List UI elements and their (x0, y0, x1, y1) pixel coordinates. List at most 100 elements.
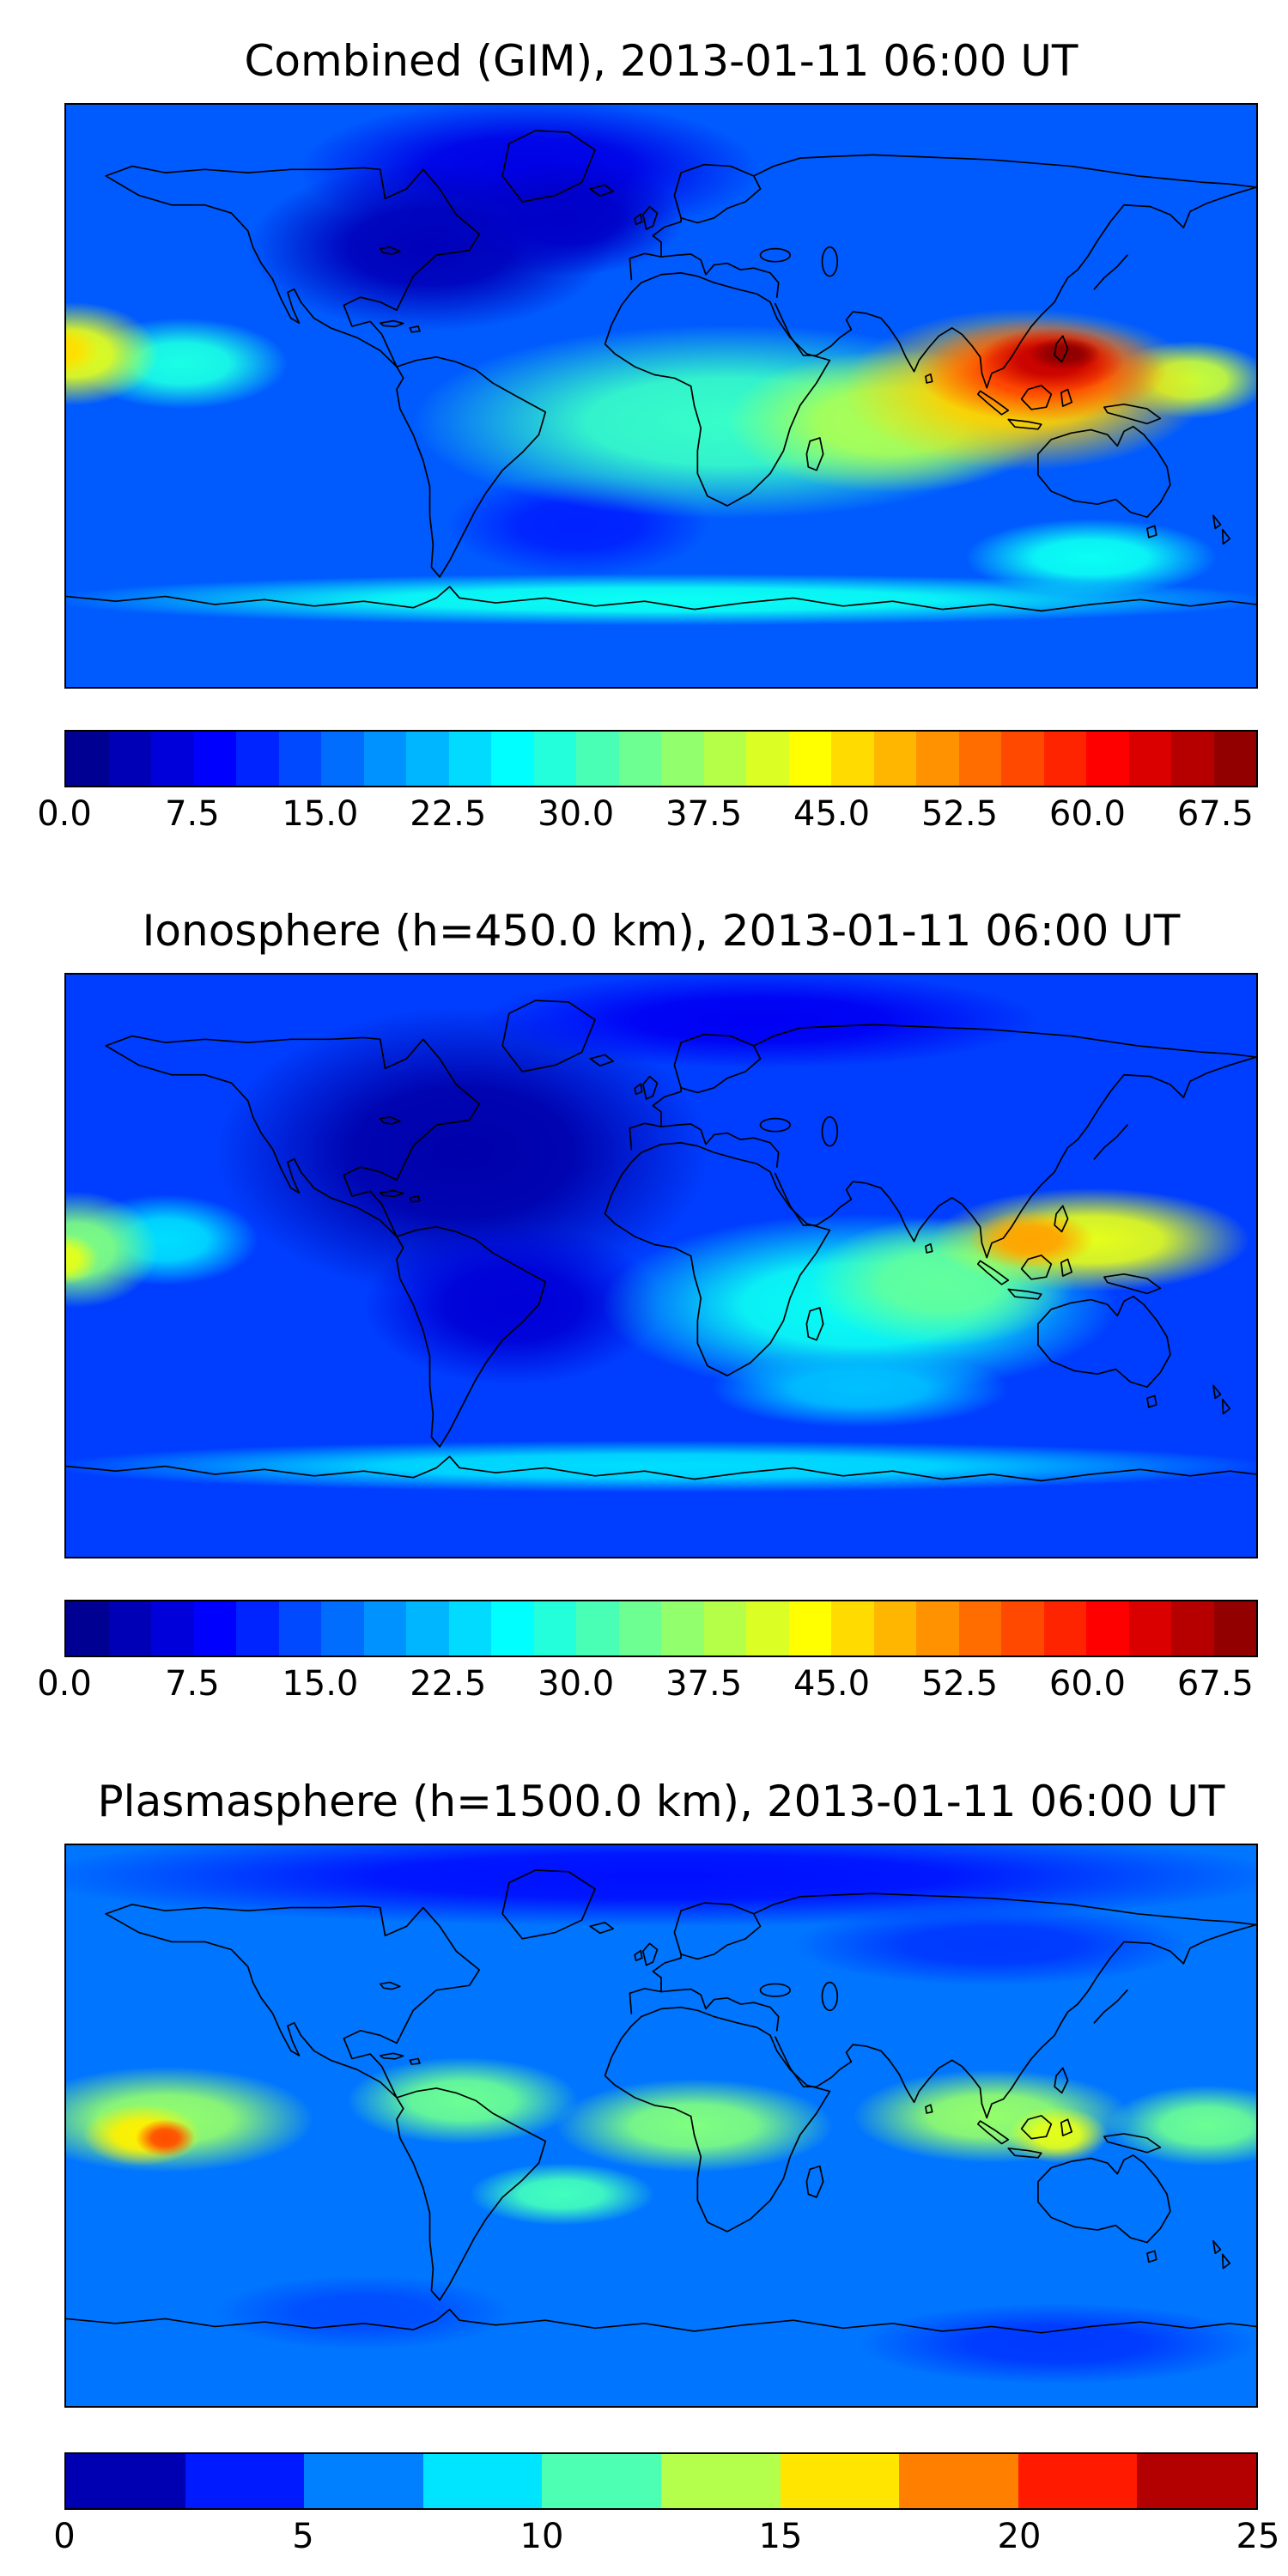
colorbar-segment (321, 732, 364, 786)
colorbar-segment (916, 732, 959, 786)
field-feature-equatorial-band-3 (555, 2079, 834, 2172)
field-feature-south-indian-patch (710, 1349, 1009, 1428)
colorbar-segment (321, 1601, 364, 1656)
panel-plasmasphere: Plasmasphere (h=1500.0 km), 2013-01-11 0… (53, 1775, 1279, 2564)
field-feature-south-american-low (363, 1224, 661, 1386)
colorbar-segment (1128, 732, 1171, 786)
colorbar-tick-label: 0.0 (37, 794, 92, 834)
field-feature-equatorial-band-5 (1107, 2085, 1256, 2166)
colorbar-gradient (64, 2452, 1258, 2510)
colorbar-tick-label: 30.0 (538, 794, 615, 834)
colorbar-segment (66, 2454, 185, 2508)
colorbar-segment (151, 1601, 194, 1656)
colorbar-segment (66, 732, 109, 786)
colorbar-tick-label: 67.5 (1176, 1664, 1254, 1704)
colorbar-segment (746, 1601, 789, 1656)
colorbar-gradient (64, 1600, 1258, 1657)
colorbar-segment (958, 732, 1001, 786)
colorbar-segment (1043, 1601, 1086, 1656)
colorbar-segment (304, 2454, 423, 2508)
field-feature-south-of-australia-patch (965, 519, 1217, 597)
colorbar-segment (1171, 1601, 1214, 1656)
field-feature-antarctic-band (66, 1440, 1256, 1492)
colorbar-tick-row: 0.0 7.5 15.0 22.5 30.0 37.5 45.0 52.5 60.0 67.5 (37, 1664, 1258, 1711)
field-feature-equatorial-band-2 (347, 2057, 579, 2145)
colorbar-segment (1137, 2454, 1256, 2508)
colorbar-segment (108, 732, 151, 786)
colorbar-segment (1001, 732, 1044, 786)
colorbar-segment (185, 2454, 305, 2508)
colorbar-segment (1043, 732, 1086, 786)
colorbar-tick-label: 22.5 (410, 1664, 487, 1704)
colorbar-tick-label: 60.0 (1048, 1664, 1126, 1704)
colorbar-segment (1171, 732, 1214, 786)
colorbar-tick-label: 15 (758, 2517, 803, 2556)
colorbar-segment (278, 1601, 321, 1656)
colorbar-segment (661, 732, 704, 786)
map-field-svg (66, 105, 1256, 687)
panel-plasmasphere-title: Plasmasphere (h=1500.0 km), 2013-01-11 0… (97, 1777, 1225, 1826)
colorbar-segment (958, 1601, 1001, 1656)
colorbar-segment (422, 2454, 543, 2508)
colorbar-tick-label: 15.0 (282, 1664, 359, 1704)
panel-ionosphere-title: Ionosphere (h=450.0 km), 2013-01-11 06:0… (142, 906, 1181, 956)
field-feature-antarctic-band (66, 574, 1256, 626)
colorbar-segment (406, 732, 449, 786)
colorbar-segment (491, 1601, 534, 1656)
field-feature-americas-minimum (215, 1006, 711, 1298)
field-feature-south-polar-low (860, 2303, 1256, 2385)
colorbar-tick-label: 45.0 (793, 1664, 871, 1704)
colorbar-segment (661, 1601, 704, 1656)
colorbar-segment (660, 2454, 781, 2508)
colorbar-segment (66, 1601, 109, 1656)
field-feature-north-atlantic-minimum (453, 160, 684, 276)
colorbar-segment (406, 1601, 449, 1656)
map-field-svg (66, 975, 1256, 1557)
panel-combined-gim: Combined (GIM), 2013-01-11 06:00 UT 0.0 7… (37, 34, 1258, 841)
colorbar-tick-label: 52.5 (920, 794, 999, 834)
colorbar-segment (788, 1601, 831, 1656)
field-feature-pacific-left-edge-green (66, 301, 159, 406)
colorbar-tick-label: 0 (53, 2517, 76, 2556)
colorbar-segment (236, 732, 279, 786)
colorbar-gradient (64, 730, 1258, 787)
colorbar-tick-label: 52.5 (920, 1664, 999, 1704)
field-feature-south-pacific-low (215, 2275, 513, 2350)
colorbar-segment (1001, 1601, 1044, 1656)
field-feature-green-patch-indonesia (1008, 2106, 1108, 2164)
map-field-svg (66, 1845, 1256, 2406)
colorbar-segment (780, 2454, 900, 2508)
colorbar-segment (873, 1601, 916, 1656)
colorbar-tick-label: 20 (997, 2517, 1042, 2556)
colorbar-segment (899, 2454, 1018, 2508)
colorbar-tick-label: 67.5 (1176, 794, 1254, 834)
colorbar-segment (1086, 1601, 1129, 1656)
field-feature-south-band-wiggle (469, 2163, 655, 2226)
colorbar-segment (1128, 1601, 1171, 1656)
colorbar-segment (1018, 2454, 1138, 2508)
colorbar-segment (193, 732, 236, 786)
colorbar-tick-label: 45.0 (793, 794, 871, 834)
colorbar-segment (1213, 1601, 1256, 1656)
field-feature-asia-high-lat-low (793, 1904, 1190, 1986)
field-feature-anomaly-core (1028, 337, 1102, 370)
colorbar-segment (108, 1601, 151, 1656)
colorbar-tick-row: 0 5 10 15 20 25 (53, 2517, 1279, 2564)
colorbar-segment (448, 732, 491, 786)
colorbar-segment (533, 1601, 576, 1656)
colorbar-segment (1086, 732, 1129, 786)
field-feature-pacific-left-edge-green (66, 1191, 159, 1308)
colorbar-segment (448, 1601, 491, 1656)
colorbar-segment (491, 732, 534, 786)
colorbar-tick-label: 22.5 (410, 794, 487, 834)
colorbar-tick-label: 25 (1236, 2517, 1280, 2556)
colorbar-segment (788, 732, 831, 786)
colorbar-tick-label: 10 (519, 2517, 564, 2556)
colorbar-tick-label: 5 (292, 2517, 314, 2556)
colorbar-tick-label: 60.0 (1048, 794, 1126, 834)
colorbar-tick-row: 0.0 7.5 15.0 22.5 30.0 37.5 45.0 52.5 60.0 67.5 (37, 794, 1258, 841)
colorbar-tick-label: 7.5 (165, 1664, 220, 1704)
panel-combined-title: Combined (GIM), 2013-01-11 06:00 UT (244, 36, 1078, 86)
field-feature-pacific-left-edge-core (66, 325, 100, 376)
